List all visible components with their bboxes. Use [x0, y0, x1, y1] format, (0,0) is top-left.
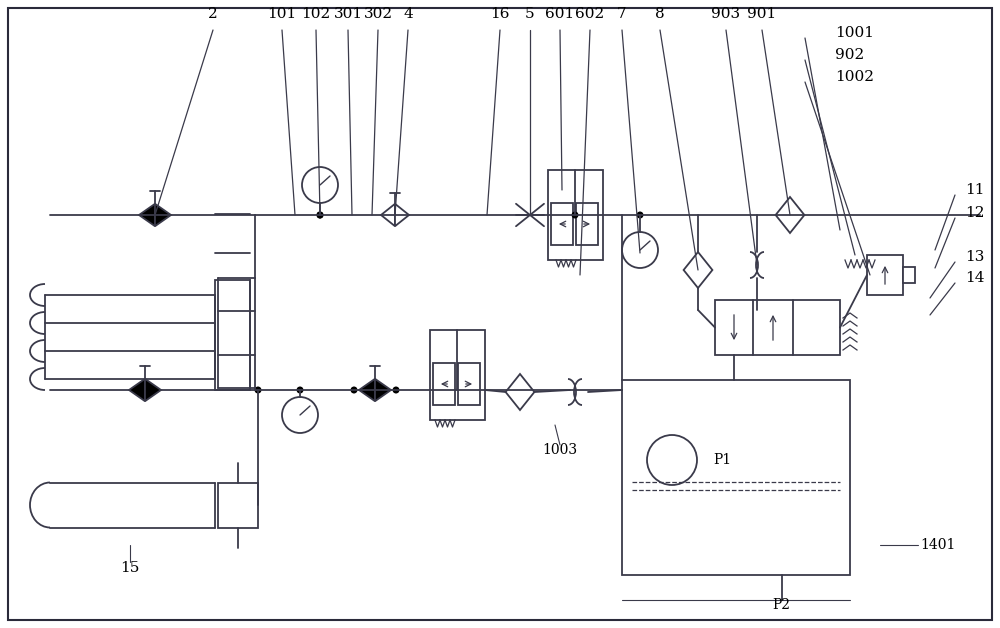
Bar	[218, 482, 258, 528]
Text: 1003: 1003	[542, 443, 578, 457]
Bar	[903, 267, 915, 283]
Text: 101: 101	[267, 7, 297, 21]
Circle shape	[254, 386, 262, 394]
Circle shape	[316, 212, 324, 219]
Bar	[548, 170, 603, 260]
Polygon shape	[145, 379, 161, 401]
Text: 14: 14	[965, 271, 984, 285]
Text: 2: 2	[208, 7, 218, 21]
Text: 602: 602	[575, 7, 605, 21]
Text: 4: 4	[403, 7, 413, 21]
Bar	[622, 380, 850, 575]
Text: 302: 302	[363, 7, 393, 21]
Circle shape	[637, 212, 644, 219]
Text: 1401: 1401	[920, 538, 955, 552]
Text: 1001: 1001	[835, 26, 874, 40]
Circle shape	[282, 397, 318, 433]
Bar	[430, 330, 485, 420]
Bar	[433, 363, 455, 405]
Polygon shape	[129, 379, 145, 401]
Text: 102: 102	[301, 7, 331, 21]
Text: 903: 903	[711, 7, 741, 21]
Polygon shape	[139, 204, 155, 226]
Circle shape	[296, 386, 304, 394]
Polygon shape	[359, 379, 375, 401]
Bar	[458, 363, 480, 405]
Polygon shape	[506, 374, 534, 410]
Bar	[576, 203, 598, 245]
Circle shape	[392, 386, 400, 394]
Text: 901: 901	[747, 7, 777, 21]
Circle shape	[572, 212, 578, 219]
Bar	[867, 255, 903, 295]
Circle shape	[647, 435, 697, 485]
Text: 7: 7	[617, 7, 627, 21]
Bar	[215, 280, 250, 390]
Polygon shape	[381, 204, 395, 226]
Text: 13: 13	[965, 250, 984, 264]
Polygon shape	[776, 197, 804, 233]
Text: 5: 5	[525, 7, 535, 21]
Polygon shape	[395, 204, 409, 226]
Circle shape	[622, 232, 658, 268]
Bar	[715, 300, 840, 355]
Text: 601: 601	[545, 7, 575, 21]
Circle shape	[316, 212, 324, 219]
Text: 12: 12	[965, 206, 984, 220]
Text: 15: 15	[120, 561, 140, 575]
Circle shape	[351, 386, 358, 394]
Text: 1002: 1002	[835, 70, 874, 84]
Bar	[551, 203, 573, 245]
Polygon shape	[155, 204, 171, 226]
Text: 301: 301	[333, 7, 363, 21]
Text: P1: P1	[713, 453, 731, 467]
Text: P2: P2	[773, 598, 791, 612]
Text: 902: 902	[835, 48, 864, 62]
Polygon shape	[684, 252, 712, 288]
Text: 8: 8	[655, 7, 665, 21]
Text: 11: 11	[965, 183, 984, 197]
Polygon shape	[375, 379, 391, 401]
Text: 16: 16	[490, 7, 510, 21]
Circle shape	[302, 167, 338, 203]
